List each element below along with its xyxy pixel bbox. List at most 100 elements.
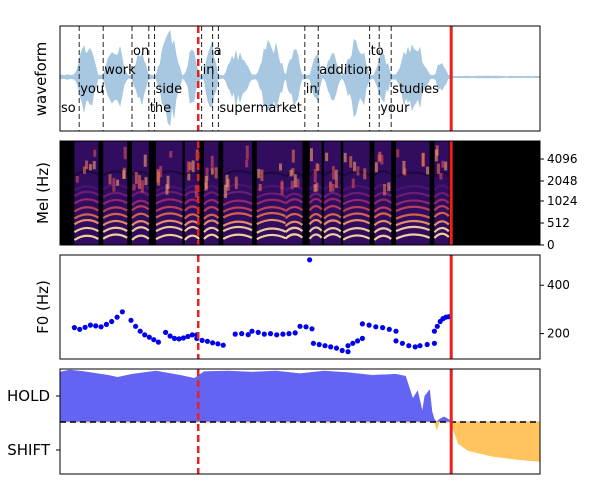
- mel-noise: [291, 168, 295, 176]
- mel-noise: [210, 155, 214, 170]
- f0-point: [345, 349, 351, 355]
- f0-point: [114, 314, 120, 320]
- mel-ylabel: Mel (Hz): [34, 162, 52, 224]
- mel-harmonic: [256, 211, 287, 219]
- mel-harmonic: [203, 226, 220, 233]
- waveform-frame: [59, 25, 541, 132]
- f0-point: [128, 317, 134, 323]
- mel-noise: [140, 180, 144, 193]
- mel-noise: [293, 174, 297, 188]
- mel-harmonic: [222, 225, 253, 233]
- mel-harmonic: [73, 206, 99, 213]
- f0-point: [204, 338, 210, 344]
- mel-harmonic: [323, 197, 342, 205]
- mel-noise: [313, 184, 317, 192]
- mel-harmonic: [395, 185, 431, 192]
- word-label: your: [380, 101, 410, 116]
- f0-point: [142, 332, 148, 338]
- mel-noise: [166, 175, 170, 190]
- mel-noise: [434, 149, 438, 162]
- mel-harmonic: [256, 192, 287, 199]
- word-label: a: [214, 44, 222, 59]
- mel-noise: [245, 159, 249, 168]
- mel-harmonic: [395, 213, 431, 220]
- f0-point: [133, 323, 139, 329]
- f0-point: [210, 340, 216, 346]
- f0-point: [286, 331, 292, 337]
- mel-harmonic: [131, 205, 150, 212]
- mel-noise: [93, 149, 97, 157]
- mel-harmonic: [222, 199, 253, 206]
- turn-tick-label-hold: HOLD: [7, 387, 50, 405]
- mel-harmonic: [433, 232, 450, 239]
- mel-harmonic: [373, 198, 392, 205]
- mel-harmonic: [373, 227, 392, 234]
- mel-noise: [169, 150, 173, 158]
- mel-noise: [349, 156, 353, 168]
- mel-noise: [88, 164, 92, 171]
- f0-point: [412, 344, 418, 350]
- mel-harmonic: [342, 198, 371, 206]
- word-label: work: [104, 63, 136, 78]
- mel-noise: [137, 175, 141, 190]
- f0-frame: [59, 254, 541, 360]
- mel-noise: [313, 168, 317, 183]
- turn-panel: HOLD SHIFT: [7, 368, 541, 475]
- mel-noise: [343, 152, 347, 163]
- word-label: studies: [392, 82, 439, 97]
- mel-harmonic: [131, 226, 150, 233]
- f0-point: [267, 331, 274, 337]
- mel-noise: [156, 169, 160, 183]
- mel-noise: [315, 182, 319, 192]
- mel-harmonic: [342, 212, 371, 219]
- f0-point: [393, 328, 399, 334]
- mel-noise: [353, 161, 357, 172]
- mel-noise: [334, 169, 338, 180]
- mel-harmonic: [284, 212, 304, 220]
- mel-noise: [204, 175, 208, 189]
- mel-harmonic: [342, 219, 371, 226]
- mel-harmonic: [395, 219, 431, 227]
- mel-harmonic: [222, 220, 253, 227]
- waveform-plot: soyouworkonthesideinasupermarketinadditi…: [59, 26, 541, 131]
- f0-point: [328, 344, 334, 350]
- f0-point: [417, 343, 423, 349]
- mel-harmonic: [284, 220, 304, 227]
- mel-harmonic: [203, 213, 220, 220]
- mel-harmonic: [284, 198, 304, 205]
- mel-noise: [205, 167, 209, 181]
- mel-harmonic: [73, 213, 99, 220]
- mel-harmonic: [256, 233, 287, 241]
- f0-point: [98, 324, 104, 330]
- mel-noise: [187, 173, 191, 181]
- f0-point: [359, 321, 365, 327]
- mel-harmonic: [433, 198, 450, 205]
- mel-harmonic: [102, 191, 128, 199]
- word-label: in: [203, 63, 215, 78]
- mel-harmonic: [73, 190, 99, 197]
- mel-noise: [316, 164, 320, 171]
- f0-point: [171, 335, 178, 341]
- mel-harmonic: [433, 226, 450, 234]
- mel-harmonic: [102, 219, 128, 227]
- mel-noise: [75, 176, 79, 183]
- word-label: you: [80, 82, 104, 97]
- mel-noise: [334, 179, 338, 189]
- f0-point: [87, 322, 93, 328]
- word-label: to: [371, 44, 384, 59]
- mel-harmonic: [342, 191, 371, 199]
- mel-harmonic: [256, 206, 287, 213]
- mel-harmonic: [131, 170, 150, 177]
- mel-harmonic: [373, 206, 392, 213]
- word-label: in: [306, 82, 318, 97]
- f0-point: [151, 337, 157, 343]
- mel-harmonic: [395, 191, 431, 199]
- mel-noise: [82, 166, 86, 174]
- f0-point: [103, 321, 109, 327]
- mel-harmonic: [102, 226, 128, 233]
- mel-harmonic: [433, 205, 450, 212]
- mel-noise: [436, 163, 440, 175]
- mel-harmonic: [256, 227, 287, 234]
- f0-point: [373, 324, 379, 330]
- mel-harmonic: [433, 171, 450, 178]
